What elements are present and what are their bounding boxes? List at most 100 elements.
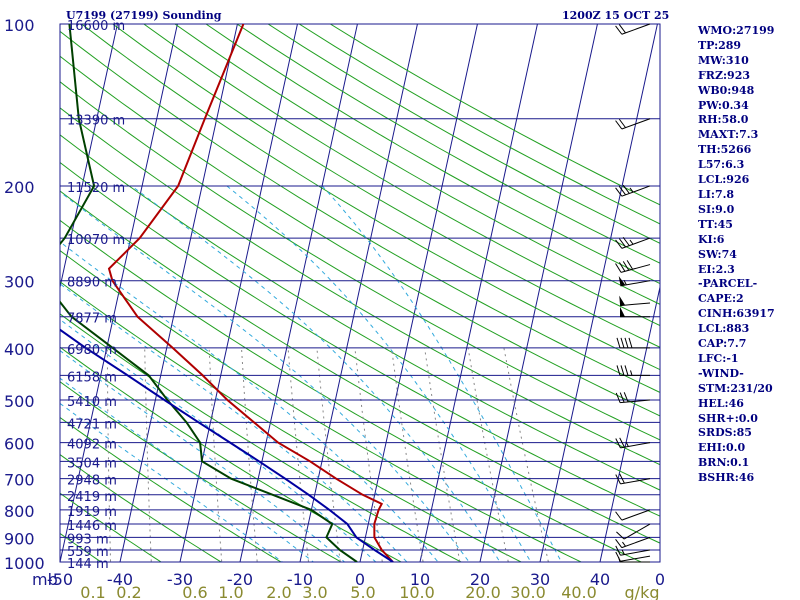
- wind-barb-feather: [615, 474, 621, 485]
- wind-barb-feather: [618, 186, 626, 196]
- mixing-ratio-label: 5.0: [350, 583, 375, 600]
- height-label: 16600 m: [67, 19, 125, 34]
- dry-adiabat-line: [60, 532, 102, 562]
- parameter-item: SI:9.0: [698, 202, 735, 216]
- wind-barb-shaft: [620, 478, 651, 485]
- parameter-item: HEL:46: [698, 396, 744, 410]
- wind-barb: [615, 473, 651, 485]
- isotherm-line: [299, 24, 418, 562]
- parameter-item: FRZ:923: [698, 68, 751, 82]
- wind-barb-half-feather: [622, 541, 626, 547]
- wind-barb: [615, 392, 651, 404]
- isotherm-line: [119, 24, 238, 562]
- moist-adiabat-line: [226, 185, 532, 562]
- moist-adiabat-line: [131, 185, 501, 562]
- parameter-item: BSHR:46: [698, 471, 755, 485]
- moist-adiabat-line: [60, 283, 408, 562]
- sounding-parameters-list: WMO:27199 TP:289 MW:310 FRZ:923 WB0:948 PW:0.…: [698, 24, 775, 486]
- isotherm-line: [239, 24, 358, 562]
- wind-barb-feather: [615, 551, 621, 562]
- mixing-ratio-line: [241, 347, 258, 562]
- dry-adiabat-line: [111, 24, 660, 348]
- parameter-item: TP:289: [698, 38, 742, 52]
- pressure-tick-label: 500: [4, 392, 35, 411]
- wind-barb-half-feather: [630, 370, 633, 376]
- wind-barbs: [615, 23, 651, 563]
- mixing-ratio-label: 20.0: [465, 583, 501, 600]
- isotherm-line: [539, 24, 658, 562]
- wind-barb-shaft: [621, 23, 651, 35]
- pressure-tick-label: 1000: [4, 554, 45, 573]
- height-label: 13390 m: [67, 114, 125, 129]
- parameter-item: KI:6: [698, 232, 725, 246]
- mixing-ratio-label: 3.0: [302, 583, 327, 600]
- dry-adiabat-line: [60, 281, 523, 562]
- wind-barb: [618, 276, 651, 287]
- parameter-item: WMO:27199: [698, 24, 775, 37]
- wind-barb-shaft: [620, 549, 651, 556]
- mixing-ratio-line: [467, 347, 509, 562]
- moist-adiabat-line: [321, 185, 562, 562]
- wind-barb-feather: [619, 473, 625, 484]
- temperature-tick-label: -20: [227, 570, 253, 589]
- wind-barb-feather: [615, 187, 623, 197]
- height-label: 8890 m: [67, 276, 117, 291]
- pressure-tick-label: 400: [4, 340, 35, 359]
- pressure-tick-label: 300: [4, 273, 35, 292]
- mixing-ratio-label: 0.6: [182, 583, 207, 600]
- height-label: 4721 m: [67, 417, 117, 432]
- moist-adiabat-line: [60, 191, 470, 562]
- wind-barb-feather: [618, 24, 626, 34]
- parameter-item: CAPE:2: [698, 292, 744, 306]
- dry-adiabat-line: [80, 24, 660, 371]
- height-label: 6158 m: [67, 370, 117, 385]
- mixing-ratio-label: 2.0: [266, 583, 291, 600]
- wind-barb-shaft: [621, 509, 651, 521]
- wind-barb-feather: [618, 262, 626, 272]
- wind-barb-feather: [622, 236, 630, 246]
- wind-barb: [616, 365, 650, 376]
- parameter-item: WB0:948: [698, 83, 755, 97]
- height-label: 1446 m: [67, 519, 117, 534]
- height-label: 4092 m: [67, 438, 117, 453]
- dry-adiabat-line: [60, 161, 660, 517]
- wind-barb-feather: [615, 263, 622, 273]
- moist-adiabat-line: [60, 402, 284, 562]
- height-label: 11520 m: [67, 181, 125, 196]
- wind-barb-shaft: [621, 237, 651, 249]
- height-label: 1919 m: [67, 505, 117, 520]
- dry-adiabat-line: [60, 381, 343, 562]
- mixing-ratio-label: 10.0: [399, 583, 435, 600]
- temperature-tick-label: 10: [410, 570, 430, 589]
- sounding-time: 1200Z 15 OCT 25: [562, 9, 670, 22]
- parameter-item: SHR+:0.0: [698, 411, 758, 425]
- parameter-item: SRDS:85: [698, 426, 752, 440]
- temperature-tick-label: 20: [470, 570, 490, 589]
- wind-barb: [615, 509, 651, 521]
- temperature-trace: [107, 24, 394, 562]
- mixing-ratio-label: 40.0: [561, 583, 597, 600]
- wind-barb-feather: [615, 538, 623, 548]
- wind-barb: [615, 551, 651, 562]
- wind-barb-feather: [618, 238, 626, 248]
- wind-barb-shaft: [620, 264, 651, 273]
- height-label: 7877 m: [67, 312, 117, 327]
- wind-barb-shaft: [623, 523, 651, 540]
- height-label: 144 m: [67, 557, 109, 572]
- isobars: [59, 23, 661, 563]
- parameter-item: LFC:-1: [698, 351, 739, 365]
- moist-adiabat-line: [60, 377, 315, 562]
- isotherm-line: [419, 24, 538, 562]
- parameter-item: EHI:0.0: [698, 441, 746, 455]
- temperature-tick-label: 0: [655, 570, 665, 589]
- temperature-tick-label: 0: [355, 570, 365, 589]
- mixing-ratio-label: g/kg: [625, 583, 660, 600]
- dewpoint-trace: [60, 24, 358, 562]
- wind-barb-half-feather: [623, 279, 627, 286]
- height-label: 559 m: [67, 545, 109, 560]
- parameter-item: PW:0.34: [698, 98, 749, 112]
- temperature-tick-label: -40: [107, 570, 133, 589]
- wind-barb-feather: [615, 545, 621, 556]
- wind-barb: [619, 295, 651, 307]
- moist-adiabat-line: [60, 318, 377, 562]
